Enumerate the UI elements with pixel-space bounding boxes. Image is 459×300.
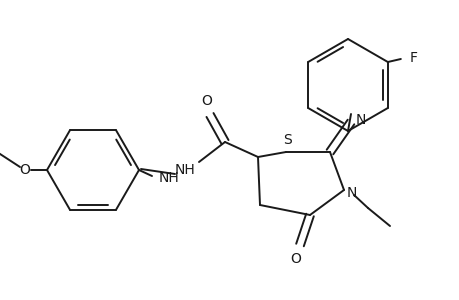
Text: O: O	[290, 252, 301, 266]
Text: N: N	[346, 186, 356, 200]
Text: NH: NH	[159, 171, 179, 185]
Text: O: O	[20, 163, 30, 177]
Text: S: S	[283, 133, 292, 147]
Text: O: O	[201, 94, 212, 108]
Text: N: N	[355, 113, 365, 127]
Text: F: F	[409, 51, 417, 65]
Text: NH: NH	[174, 163, 195, 177]
